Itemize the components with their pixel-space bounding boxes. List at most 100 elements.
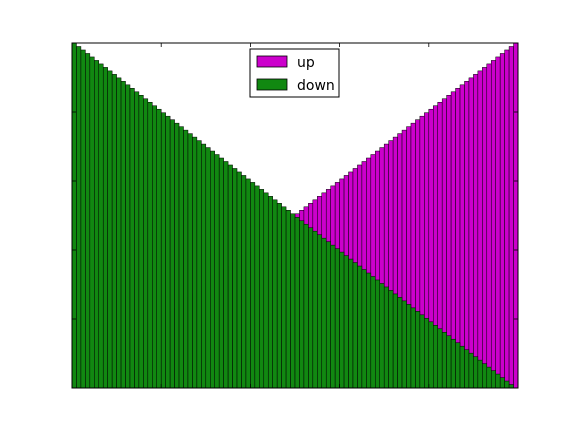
bar-down-43 (263, 192, 269, 389)
bar-down-37 (236, 171, 242, 389)
bar-down-32 (214, 154, 220, 389)
bar-down-97 (504, 380, 510, 389)
bar-down-39 (245, 178, 251, 389)
bar-down-51 (299, 220, 305, 389)
bar-up-87 (459, 84, 465, 389)
bar-down-22 (169, 119, 175, 389)
bar-down-88 (464, 349, 470, 389)
bar-down-33 (218, 157, 224, 389)
bar-down-19 (156, 108, 162, 389)
bar-down-65 (361, 269, 367, 389)
bar-down-34 (223, 161, 229, 389)
bar-down-4 (89, 56, 95, 389)
bar-down-87 (459, 345, 465, 389)
bar-down-6 (98, 63, 104, 389)
bar-down-83 (441, 331, 447, 389)
bar-down-89 (468, 352, 474, 389)
bar-down-81 (433, 325, 438, 389)
bar-down-13 (129, 88, 135, 389)
bar-up-89 (468, 77, 474, 389)
legend-swatch-down (256, 78, 288, 91)
bar-down-79 (424, 318, 430, 389)
bar-down-91 (477, 359, 483, 389)
bar-down-8 (107, 70, 113, 389)
bar-down-66 (366, 272, 372, 389)
bar-down-31 (210, 150, 215, 389)
bar-down-60 (339, 251, 345, 389)
bar-down-90 (473, 356, 479, 389)
bar-up-97 (504, 49, 510, 389)
bar-down-53 (308, 227, 314, 389)
bar-down-28 (196, 140, 202, 389)
bar-down-61 (343, 255, 349, 389)
bar-down-40 (250, 182, 256, 389)
bar-down-49 (290, 213, 296, 389)
bar-down-26 (187, 133, 193, 389)
bar-down-11 (120, 81, 126, 389)
bar-down-57 (325, 241, 331, 389)
bar-down-36 (232, 168, 238, 389)
bar-down-56 (321, 237, 327, 389)
bar-down-5 (94, 60, 100, 389)
bar-up-99 (513, 42, 519, 389)
bar-down-64 (357, 265, 363, 389)
bar-down-94 (490, 370, 496, 389)
bar-up-92 (482, 67, 488, 389)
bar-down-20 (160, 112, 166, 389)
bar-down-41 (254, 185, 260, 389)
bar-down-7 (102, 67, 108, 389)
bar-down-72 (392, 293, 398, 389)
bar-up-90 (473, 74, 479, 389)
bar-down-73 (397, 297, 403, 389)
legend-label-down: down (297, 78, 335, 94)
bar-down-62 (348, 258, 354, 389)
bar-down-48 (285, 210, 291, 389)
bar-down-2 (80, 49, 86, 389)
bar-down-55 (317, 234, 323, 389)
bar-down-17 (147, 101, 153, 389)
bar-up-98 (508, 46, 514, 389)
bar-down-77 (415, 311, 421, 389)
bar-down-78 (419, 314, 425, 389)
bar-down-12 (125, 84, 131, 389)
bar-down-27 (192, 136, 198, 389)
bar-down-95 (495, 373, 501, 389)
legend-label-up: up (297, 55, 315, 71)
bar-down-3 (85, 53, 91, 389)
bar-down-23 (174, 122, 180, 389)
bar-up-93 (486, 63, 492, 389)
bar-up-91 (477, 70, 483, 389)
bar-down-24 (178, 126, 184, 389)
bar-down-46 (276, 203, 282, 389)
bar-down-16 (143, 98, 149, 389)
bar-down-74 (401, 300, 407, 389)
bar-down-82 (437, 328, 443, 389)
bar-down-92 (482, 363, 488, 389)
bar-down-29 (201, 143, 207, 389)
bar-down-30 (205, 147, 211, 389)
bar-down-76 (410, 307, 416, 389)
legend-swatch-up (256, 55, 288, 68)
bar-up-88 (464, 81, 470, 389)
bar-down-21 (165, 115, 171, 389)
bar-down-44 (267, 196, 273, 389)
bar-down-25 (183, 129, 189, 389)
bar-down-85 (450, 338, 456, 389)
bar-down-96 (499, 377, 505, 389)
bar-down-45 (272, 199, 278, 389)
bar-down-98 (508, 384, 514, 389)
axis-ticks (71, 42, 519, 389)
bar-down-54 (312, 230, 318, 389)
bar-down-93 (486, 366, 492, 389)
bar-down-80 (428, 321, 434, 389)
bar-down-71 (388, 290, 394, 389)
bar-down-10 (116, 77, 122, 389)
bar-up-95 (495, 56, 501, 389)
axes-frame (71, 42, 519, 389)
bar-down-15 (138, 95, 144, 389)
bar-down-52 (303, 223, 309, 389)
bar-down-14 (134, 91, 140, 389)
bar-down-68 (375, 279, 380, 389)
bar-down-35 (227, 164, 233, 389)
